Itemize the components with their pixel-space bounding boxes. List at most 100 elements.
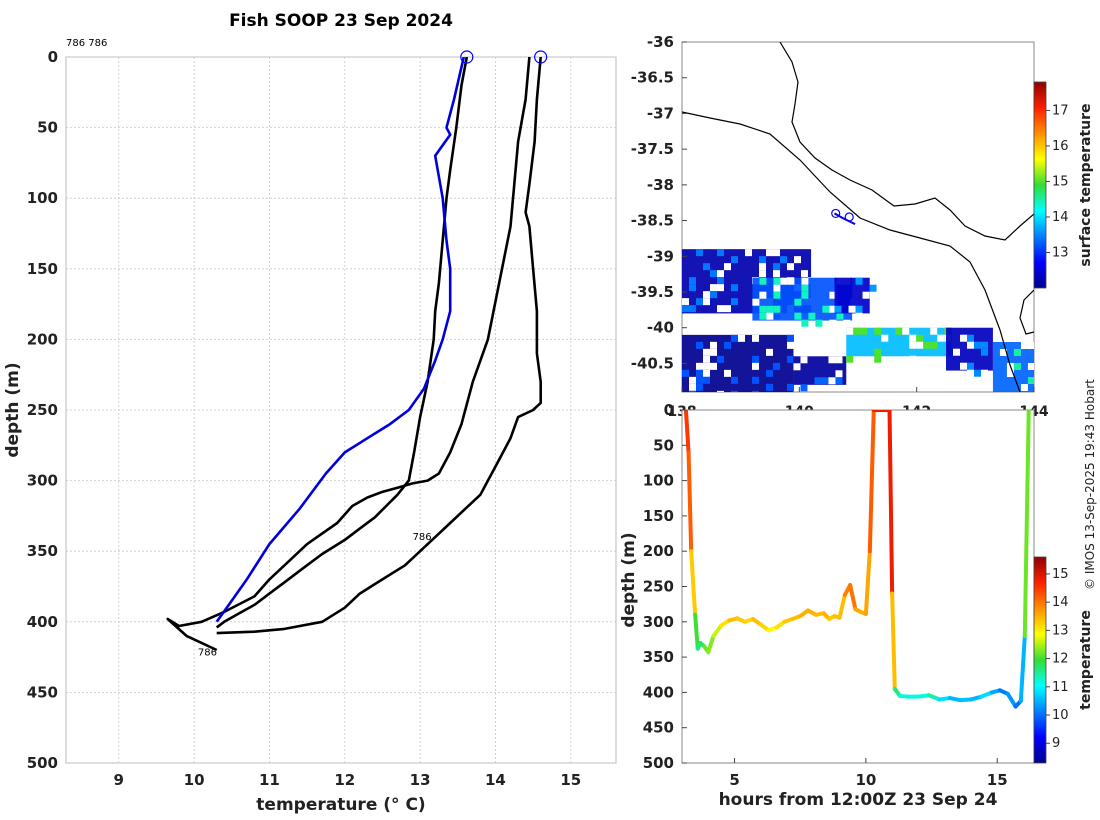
sst-gap — [801, 277, 809, 285]
sst-gap — [752, 362, 759, 370]
map-colorbar-tick-label: 14 — [1052, 210, 1069, 225]
sst-speckle — [974, 341, 981, 349]
sst-speckle — [967, 334, 974, 342]
depth-track-segment — [887, 410, 895, 596]
sst-speckle — [759, 256, 766, 264]
sst-speckle — [752, 376, 759, 384]
sst-speckle — [773, 277, 781, 285]
ship-track-line — [834, 212, 856, 226]
sst-speckle — [855, 305, 863, 313]
sst-speckle — [1013, 363, 1021, 370]
sst-gap — [800, 356, 808, 364]
sst-speckle — [874, 348, 882, 356]
profile-y-tick-label: 50 — [37, 119, 58, 137]
sst-gap — [960, 334, 967, 342]
profile-y-tick-label: 500 — [27, 754, 58, 772]
sst-gap — [787, 277, 795, 285]
sst-speckle — [682, 305, 689, 313]
sst-gap — [780, 277, 788, 285]
sst-gap — [835, 370, 843, 378]
map-y-tick-label: -38 — [647, 176, 674, 194]
map-y-tick-label: -39.5 — [631, 283, 674, 301]
sst-gap — [717, 305, 724, 313]
sst-speckle — [821, 377, 829, 385]
sst-gap — [843, 319, 851, 327]
ship-position-marker — [844, 212, 854, 222]
sst-gap — [759, 263, 766, 271]
profile-annotations: 786 786 — [198, 532, 432, 659]
profile-y-tick-label: 100 — [27, 189, 58, 207]
sst-gap — [1020, 384, 1028, 391]
depth-track-segment — [863, 549, 872, 617]
sst-speckle — [834, 305, 842, 313]
sst-speckle — [981, 348, 988, 356]
map-y-tick-label: -36 — [647, 33, 674, 51]
sst-speckle — [874, 355, 882, 363]
time-depth-panel: 0 50 100 150 200 250 300 350 400 450 500 5 10 15 dept… — [619, 401, 1094, 810]
map-colorbar-tick-label: 16 — [1052, 139, 1069, 154]
sst-gap — [717, 284, 724, 292]
time-depth-y-tick-label: 100 — [643, 472, 674, 490]
profile-y-label: depth (m) — [3, 362, 23, 457]
profile-series — [166, 57, 543, 652]
sst-speckle — [853, 327, 861, 335]
sst-gap — [724, 263, 731, 271]
sst-speckle — [689, 277, 696, 285]
sst-speckle — [801, 291, 809, 299]
profile-tick-labels: 9 10 11 12 13 14 15050100150200250300350400450… — [27, 48, 582, 789]
sst-gap — [738, 334, 745, 342]
sst-speckle — [689, 390, 696, 392]
depth-track-segment — [706, 633, 716, 655]
credit-text: © IMOS 13-Sep-2025 19:43 Hobart — [1083, 379, 1097, 590]
time-depth-y-tick-label: 200 — [643, 542, 674, 560]
profile-line-3 — [216, 57, 543, 635]
sst-speckle — [696, 369, 703, 377]
profile-y-tick-label: 250 — [27, 401, 58, 419]
map-y-tick-label: -36.5 — [631, 69, 674, 87]
figure-title: Fish SOOP 23 Sep 2024 — [229, 11, 453, 31]
map-sst-field — [682, 249, 1034, 392]
sst-speckle — [773, 291, 781, 299]
profile-grid — [66, 56, 616, 764]
sst-gap — [703, 348, 710, 356]
sst-speckle — [800, 384, 808, 392]
map-y-tick-label: -37 — [647, 104, 674, 122]
time-depth-series — [683, 410, 1031, 709]
temperature-colorbar-tick-label: 9 — [1052, 736, 1060, 751]
depth-track-segment — [683, 410, 691, 455]
sst-speckle — [731, 334, 738, 342]
sst-speckle — [974, 369, 981, 377]
time-depth-y-label: depth (m) — [619, 532, 639, 627]
depth-track-segment — [848, 583, 858, 612]
profile-annotation: 786 — [198, 648, 217, 659]
temperature-colorbar-label: temperature — [1078, 610, 1094, 710]
sst-speckle — [696, 376, 703, 384]
sst-gap — [682, 298, 689, 306]
profile-y-tick-label: 450 — [27, 683, 58, 701]
sst-gap — [703, 291, 710, 299]
sst-gap — [710, 341, 717, 349]
sst-speckle — [696, 298, 703, 306]
temperature-colorbar — [1033, 556, 1047, 764]
sst-gap — [916, 341, 924, 349]
sst-gap — [999, 349, 1007, 356]
sst-speckle — [759, 305, 767, 313]
profile-x-tick-label: 12 — [334, 771, 355, 789]
sst-speckle — [766, 383, 773, 391]
profile-annotation: 786 — [413, 532, 432, 543]
time-depth-x-tick-label: 15 — [987, 771, 1008, 789]
sst-speckle — [773, 263, 780, 271]
temperature-colorbar-tick-label: 13 — [1052, 623, 1069, 638]
sst-speckle — [689, 305, 696, 313]
sst-gap — [703, 298, 710, 306]
sst-speckle — [787, 334, 794, 342]
sst-speckle — [794, 312, 802, 320]
depth-track-segment — [867, 410, 876, 554]
sst-gap — [862, 291, 870, 299]
ship-position-marker — [831, 208, 841, 219]
sst-speckle — [717, 249, 724, 257]
sst-speckle — [808, 312, 816, 320]
sst-gap — [881, 334, 889, 342]
sst-gap — [710, 362, 717, 370]
map-colorbar-tick-label: 13 — [1052, 245, 1069, 260]
